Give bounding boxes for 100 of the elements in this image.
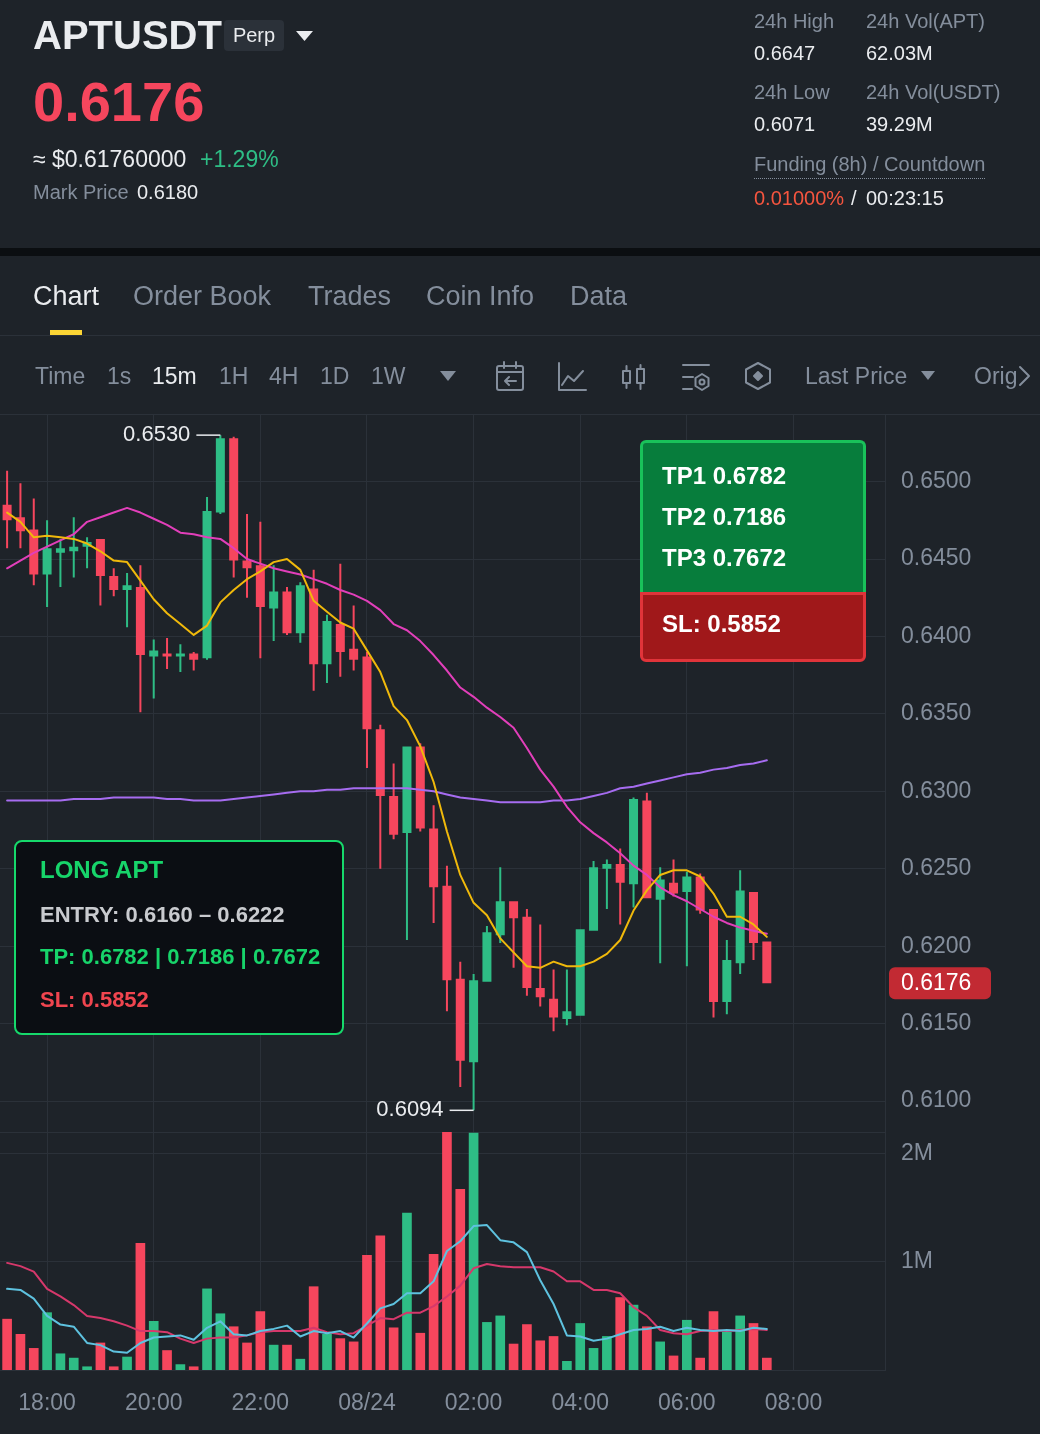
bar bbox=[735, 1315, 745, 1370]
text: 00:23:15 bbox=[866, 187, 944, 210]
bar bbox=[575, 1323, 586, 1370]
candlestick bbox=[175, 644, 185, 673]
text: 1s bbox=[107, 363, 132, 390]
bar bbox=[295, 1358, 306, 1370]
text: 0.6176 bbox=[901, 968, 972, 995]
x-tick-label: 04:00 bbox=[551, 1389, 610, 1416]
bar bbox=[442, 1132, 452, 1370]
candlestick bbox=[149, 639, 159, 699]
bar bbox=[615, 1297, 626, 1370]
text: Time bbox=[35, 363, 86, 390]
bar bbox=[15, 1333, 26, 1370]
text: 1W bbox=[371, 363, 406, 390]
x-tick-label: 02:00 bbox=[444, 1389, 503, 1416]
y-tick-label: 0.6300 bbox=[901, 776, 972, 803]
bar bbox=[135, 1243, 146, 1370]
text: 0.6647 bbox=[754, 42, 816, 65]
bar bbox=[655, 1341, 666, 1370]
bar bbox=[722, 1331, 732, 1370]
text: 0.6176 bbox=[33, 70, 205, 135]
candlestick bbox=[562, 969, 572, 1026]
bar bbox=[455, 1189, 466, 1370]
bar bbox=[668, 1355, 679, 1370]
bar bbox=[482, 1322, 492, 1370]
text: 4H bbox=[269, 363, 299, 390]
annotation: SL: 0.5852 bbox=[662, 610, 781, 638]
bar bbox=[522, 1324, 532, 1370]
candlestick bbox=[535, 924, 545, 1007]
text: 62.03M bbox=[866, 42, 933, 65]
bar bbox=[468, 1132, 479, 1370]
bar bbox=[695, 1357, 706, 1370]
x-tick-label: 08/24 bbox=[338, 1389, 396, 1416]
text: Last Price bbox=[805, 363, 908, 390]
y-tick-label: 1M bbox=[901, 1247, 933, 1274]
bar bbox=[588, 1348, 599, 1370]
bar bbox=[68, 1357, 79, 1370]
x-tick-label: 22:00 bbox=[231, 1389, 290, 1416]
text: ≈ $0.61760000 bbox=[33, 146, 187, 173]
bar bbox=[402, 1212, 412, 1370]
bar bbox=[175, 1364, 186, 1370]
y-tick-label: 0.6250 bbox=[901, 854, 972, 881]
annotation: LONG APT bbox=[40, 856, 164, 884]
bar bbox=[268, 1344, 279, 1370]
text: 24h Vol(APT) bbox=[866, 10, 985, 33]
bar bbox=[82, 1366, 92, 1370]
bar bbox=[42, 1312, 52, 1370]
bar bbox=[202, 1288, 212, 1370]
bar bbox=[55, 1353, 66, 1370]
annotation: 0.6530 bbox=[123, 421, 191, 447]
candlestick bbox=[122, 572, 132, 628]
bar bbox=[535, 1340, 546, 1370]
text: Trades bbox=[308, 281, 392, 313]
annotation: 0.6094 bbox=[376, 1096, 444, 1122]
bar bbox=[508, 1343, 519, 1370]
text: 0.01000% bbox=[754, 187, 845, 210]
text: 0.6071 bbox=[754, 113, 816, 136]
y-tick-label: 0.6150 bbox=[901, 1008, 972, 1035]
y-tick-label: 0.6100 bbox=[901, 1086, 972, 1113]
y-tick-label: 0.6450 bbox=[901, 544, 972, 571]
y-tick-label: 0.6400 bbox=[901, 621, 972, 648]
text: 24h High bbox=[754, 10, 835, 33]
bar bbox=[415, 1332, 426, 1370]
y-tick-label: 0.6200 bbox=[901, 931, 972, 958]
bar bbox=[242, 1342, 252, 1370]
text: 24h Low bbox=[754, 81, 830, 104]
bar bbox=[602, 1336, 612, 1370]
annotation: ENTRY: 0.6160 – 0.6222 bbox=[40, 902, 285, 928]
bar bbox=[162, 1350, 172, 1370]
text: +1.29% bbox=[200, 146, 279, 173]
y-tick-label: 0.6350 bbox=[901, 699, 972, 726]
annotation: TP1 0.6782 bbox=[662, 462, 787, 490]
y-tick-label: 2M bbox=[901, 1138, 933, 1165]
x-tick-label: 08:00 bbox=[764, 1389, 823, 1416]
text: 1D bbox=[320, 363, 350, 390]
y-tick-label: 0.6500 bbox=[901, 466, 972, 493]
bar bbox=[282, 1344, 292, 1370]
bar bbox=[348, 1341, 359, 1370]
badge: Perp bbox=[224, 20, 284, 51]
text: Coin Info bbox=[426, 281, 535, 313]
text: Order Book bbox=[133, 281, 272, 313]
text: Orig bbox=[974, 363, 1018, 390]
text: Chart bbox=[33, 281, 100, 313]
text: 39.29M bbox=[866, 113, 933, 136]
annotation: TP3 0.7672 bbox=[662, 544, 787, 572]
bar bbox=[122, 1356, 132, 1370]
candlestick bbox=[602, 859, 612, 909]
bar bbox=[2, 1318, 12, 1370]
annotation: TP2 0.7186 bbox=[662, 503, 787, 531]
text: Mark Price bbox=[33, 181, 129, 204]
bar bbox=[335, 1338, 346, 1370]
x-tick-label: 18:00 bbox=[18, 1389, 76, 1416]
bar bbox=[28, 1348, 39, 1370]
text: 0.6180 bbox=[137, 181, 199, 204]
text: APTUSDT bbox=[33, 12, 222, 58]
bar bbox=[495, 1315, 506, 1370]
candlestick bbox=[682, 871, 692, 967]
text: Funding (8h) / Countdown bbox=[754, 153, 986, 179]
x-tick-label: 20:00 bbox=[124, 1389, 183, 1416]
candlestick bbox=[162, 638, 172, 669]
